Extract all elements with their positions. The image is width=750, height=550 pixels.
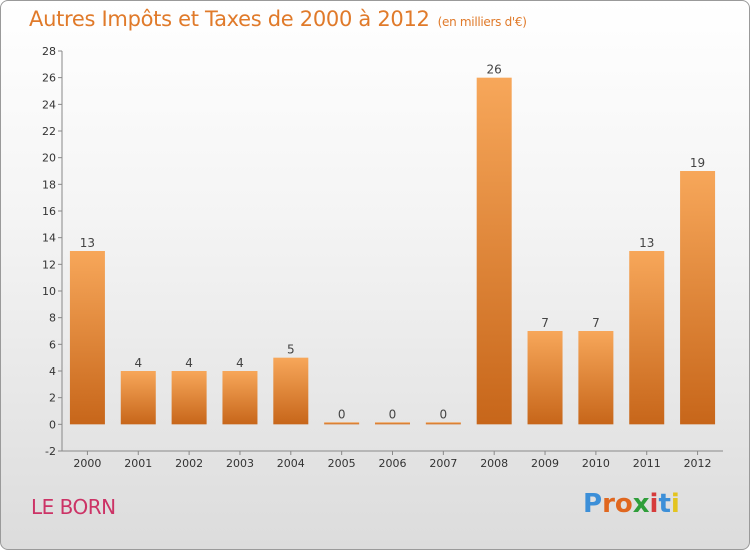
- x-tick-label: 2011: [633, 457, 661, 470]
- data-label-2009: 7: [541, 316, 549, 330]
- y-tick-label: 22: [42, 125, 56, 138]
- y-tick-label: 16: [42, 205, 56, 218]
- x-tick-label: 2008: [480, 457, 508, 470]
- x-tick-label: 2009: [531, 457, 559, 470]
- x-tick-label: 2012: [684, 457, 712, 470]
- y-tick-label: 20: [42, 152, 56, 165]
- bar-2005[interactable]: [324, 422, 360, 425]
- y-tick-label: 24: [42, 98, 56, 111]
- y-tick-label: 0: [49, 418, 56, 431]
- data-label-2000: 13: [80, 236, 95, 250]
- bar-2002[interactable]: [171, 371, 207, 425]
- bar-2009[interactable]: [527, 331, 563, 425]
- x-tick-label: 2007: [429, 457, 457, 470]
- bar-2008[interactable]: [476, 77, 512, 425]
- logo-letter: i: [649, 489, 659, 519]
- y-tick-label: 12: [42, 258, 56, 271]
- bar-2004[interactable]: [273, 357, 309, 425]
- y-tick-label: 18: [42, 178, 56, 191]
- x-tick-label: 2000: [73, 457, 101, 470]
- y-tick-label: 14: [42, 232, 56, 245]
- y-tick-label: 10: [42, 285, 56, 298]
- y-tick-label: 4: [49, 365, 56, 378]
- chart-title: Autres Impôts et Taxes de 2000 à 2012 (en…: [29, 7, 527, 31]
- y-tick-label: -2: [45, 445, 56, 458]
- y-tick-label: 28: [42, 45, 56, 58]
- bar-2000[interactable]: [69, 251, 105, 425]
- x-tick-label: 2005: [328, 457, 356, 470]
- bar-2012[interactable]: [680, 171, 716, 425]
- data-labels: 13 4 4 4 5 0 0 0 26 7 7 13 19: [80, 63, 705, 422]
- y-tick-label: 6: [49, 338, 56, 351]
- bar-2001[interactable]: [120, 371, 156, 425]
- x-tick-label: 2010: [582, 457, 610, 470]
- logo-letter: o: [614, 489, 633, 519]
- place-name: LE BORN: [31, 495, 116, 519]
- bar-2003[interactable]: [222, 371, 258, 425]
- logo-letter: i: [670, 489, 680, 519]
- bar-2011[interactable]: [629, 251, 665, 425]
- data-label-2001: 4: [134, 356, 142, 370]
- data-label-2004: 5: [287, 343, 295, 357]
- x-tick-label: 2003: [226, 457, 254, 470]
- proxiti-logo[interactable]: Proxiti: [583, 489, 680, 519]
- logo-letter: x: [632, 489, 650, 519]
- data-label-2005: 0: [338, 407, 346, 421]
- x-tick-label: 2006: [379, 457, 407, 470]
- bar-2006[interactable]: [375, 422, 410, 425]
- y-tick-label: 26: [42, 72, 56, 85]
- bars: [69, 77, 716, 425]
- data-label-2011: 13: [639, 236, 654, 250]
- data-label-2003: 4: [236, 356, 244, 370]
- data-label-2012: 19: [690, 156, 705, 170]
- bar-2010[interactable]: [578, 331, 614, 425]
- x-tick-label: 2004: [277, 457, 305, 470]
- x-axis: 2000 2001 2002 2003 2004 2005 2006 2007 2008 2009…: [62, 450, 723, 470]
- y-tick-label: 8: [49, 312, 56, 325]
- chart-title-text: Autres Impôts et Taxes de 2000 à 2012: [29, 7, 430, 31]
- data-label-2008: 26: [487, 63, 502, 77]
- data-label-2006: 0: [389, 407, 397, 421]
- logo-letter: r: [602, 489, 615, 519]
- data-label-2007: 0: [440, 407, 448, 421]
- x-tick-label: 2001: [124, 457, 152, 470]
- y-tick-label: 2: [49, 392, 56, 405]
- data-label-2002: 4: [185, 356, 193, 370]
- chart-unit: (en milliers d'€): [437, 15, 527, 29]
- data-label-2010: 7: [592, 316, 600, 330]
- logo-letter: t: [658, 489, 671, 519]
- x-tick-label: 2002: [175, 457, 203, 470]
- bar-2007[interactable]: [425, 422, 461, 425]
- logo-letter: P: [583, 489, 603, 519]
